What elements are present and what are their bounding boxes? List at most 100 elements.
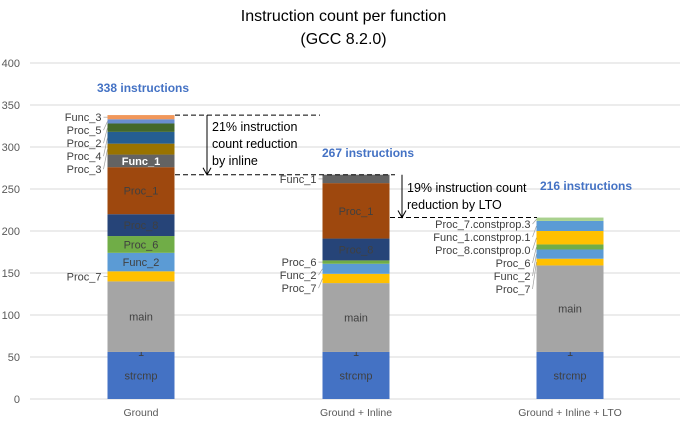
segment-label: Proc_4 xyxy=(67,151,102,163)
bar-segment xyxy=(322,351,390,399)
bar-segment xyxy=(322,283,390,352)
bar-segment xyxy=(536,217,604,221)
annotation-line: 19% instruction count xyxy=(407,181,527,195)
bar-segment xyxy=(322,273,390,284)
bar-segment xyxy=(536,351,604,399)
segment-label: Proc_7.constprop.3 xyxy=(435,219,530,231)
chart-title: Instruction count per function xyxy=(240,8,447,25)
y-tick-label: 400 xyxy=(2,58,20,70)
annotation-line: reduction by LTO xyxy=(407,198,502,212)
label-leader-line xyxy=(532,262,537,290)
bar-segment xyxy=(322,238,390,261)
label-leader-line xyxy=(103,137,108,157)
segment-label: strcmp xyxy=(340,370,373,382)
total-label-lto: 216 instructions xyxy=(540,179,633,193)
segment-label: Func_2 xyxy=(494,271,531,283)
bar-segment xyxy=(536,249,604,259)
segment-label: Func_1 xyxy=(280,174,317,186)
segment-label: Proc_6 xyxy=(282,257,317,269)
bar-segment xyxy=(107,123,175,132)
annotation-inline: 21% instruction count reduction by inlin… xyxy=(212,119,297,170)
y-tick-label: 150 xyxy=(2,268,20,280)
bar-segment xyxy=(536,244,604,250)
annotation-line: count reduction xyxy=(212,137,298,151)
x-tick-label: Ground + Inline + LTO xyxy=(518,407,622,419)
y-tick-label: 0 xyxy=(14,394,20,406)
segment-label: Proc_7 xyxy=(282,283,317,295)
segment-label: Proc_7 xyxy=(496,284,531,296)
x-tick-label: Ground xyxy=(123,407,158,419)
segment-label: Proc_8.constprop.0 xyxy=(435,245,530,257)
bar-segment xyxy=(107,214,175,237)
annotation-line: 21% instruction xyxy=(212,120,298,134)
bar-segment xyxy=(107,281,175,352)
x-tick-label: Ground + Inline xyxy=(320,407,392,419)
annotation-lto: 19% instruction count reduction by LTO xyxy=(407,180,527,214)
segment-label: Proc_1 xyxy=(339,206,374,218)
segment-label: Proc_1 xyxy=(124,186,159,198)
segment-label: strcmp xyxy=(554,370,587,382)
bar-segment xyxy=(322,183,390,239)
label-leader-line xyxy=(318,268,323,276)
arrow-head-icon xyxy=(397,210,407,219)
label-leader-line xyxy=(103,127,108,144)
bar-segment xyxy=(107,252,175,272)
chart-subtitle: (GCC 8.2.0) xyxy=(300,31,387,48)
bar-segment xyxy=(322,260,390,264)
bar-segment xyxy=(536,220,604,231)
label-leader-line xyxy=(318,278,323,289)
segment-label: Proc_7 xyxy=(67,271,102,283)
bar-segment xyxy=(107,154,175,168)
segment-label: Func_2 xyxy=(280,270,317,282)
label-leader-line xyxy=(532,254,537,277)
segment-label: Proc_8 xyxy=(124,220,159,232)
segment-label: main xyxy=(344,313,368,325)
segment-label: main xyxy=(129,312,153,324)
label-leader-line xyxy=(103,121,108,131)
label-leader-line xyxy=(532,225,537,238)
label-leader-line xyxy=(532,219,537,225)
total-label-inline: 267 instructions xyxy=(322,146,415,160)
bar-segment xyxy=(107,119,175,124)
segment-label: Proc_6 xyxy=(124,239,159,251)
bar-segment xyxy=(107,115,175,120)
segment-label: Func_2 xyxy=(123,257,160,269)
segment-label: 1 xyxy=(353,347,359,359)
bar-segment xyxy=(322,263,390,274)
bar-segment xyxy=(322,174,390,184)
segment-label: Proc_6 xyxy=(496,258,531,270)
annotation-line: by inline xyxy=(212,154,258,168)
y-tick-label: 300 xyxy=(2,142,20,154)
total-label-ground: 338 instructions xyxy=(97,81,190,95)
y-tick-label: 200 xyxy=(2,226,20,238)
label-leader-line xyxy=(103,149,108,170)
segment-label: Proc_5 xyxy=(67,125,102,137)
label-leader-line xyxy=(532,246,537,264)
bar-segment xyxy=(107,167,175,215)
segment-label: Func_1.constprop.1 xyxy=(433,232,530,244)
label-leader-line xyxy=(532,237,537,251)
bar-segment xyxy=(536,258,604,266)
y-tick-label: 350 xyxy=(2,100,20,112)
bar-segment xyxy=(536,231,604,245)
y-tick-label: 50 xyxy=(8,352,20,364)
segment-label: strcmp xyxy=(125,370,158,382)
bar-segment xyxy=(107,131,175,144)
segment-label: Proc_3 xyxy=(67,164,102,176)
y-tick-label: 100 xyxy=(2,310,20,322)
segment-label: 1 xyxy=(567,347,573,359)
bar-segment xyxy=(107,351,175,399)
arrow-head-icon xyxy=(202,167,212,176)
segment-label: Proc_8 xyxy=(339,244,374,256)
bar-segment xyxy=(536,265,604,352)
segment-label: 1 xyxy=(138,347,144,359)
bar-segment xyxy=(107,143,175,155)
segment-label: Func_3 xyxy=(65,112,102,124)
segment-label: Proc_2 xyxy=(67,138,102,150)
y-tick-label: 250 xyxy=(2,184,20,196)
bar-segment xyxy=(107,271,175,282)
bar-segment xyxy=(107,236,175,253)
segment-label: Func_1 xyxy=(122,156,161,168)
segment-label: main xyxy=(558,304,582,316)
